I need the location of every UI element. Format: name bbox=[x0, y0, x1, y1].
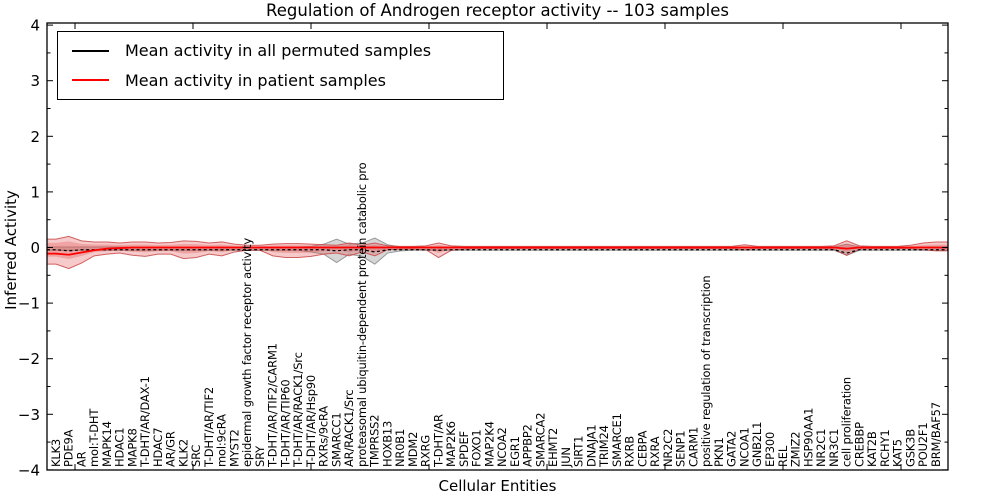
x-category-label: NR3C1 bbox=[827, 429, 841, 467]
x-category-label: PDE9A bbox=[62, 429, 76, 467]
x-category-label: SMARCE1 bbox=[610, 413, 624, 467]
x-category-label: SENP1 bbox=[674, 431, 688, 467]
x-category-label: PKN1 bbox=[712, 437, 726, 467]
y-axis-title-text: Inferred Activity bbox=[1, 190, 20, 310]
permuted-line-swatch-icon bbox=[72, 49, 109, 52]
y-tick-label: −2 bbox=[18, 350, 40, 368]
x-category-label: HSP90AA1 bbox=[801, 408, 815, 467]
x-category-label: proteasomal ubiquitin-dependent protein … bbox=[355, 162, 369, 467]
x-category-label: AR/GR bbox=[164, 431, 178, 467]
legend-label-permuted: Mean activity in all permuted samples bbox=[125, 41, 432, 61]
legend-label-patient: Mean activity in patient samples bbox=[125, 70, 386, 90]
x-category-label: MAPK8 bbox=[125, 428, 139, 467]
x-category-label: NCOA2 bbox=[495, 427, 509, 467]
x-category-label: NR0B1 bbox=[393, 429, 407, 467]
x-category-label: MAP2K4 bbox=[482, 421, 496, 467]
x-category-label: APPBP2 bbox=[521, 424, 535, 467]
x-category-label: AR bbox=[74, 451, 88, 467]
x-category-label: DNAJA1 bbox=[584, 425, 598, 468]
x-category-label: MYST2 bbox=[227, 429, 241, 467]
x-category-label: MAPK14 bbox=[100, 421, 114, 467]
x-category-label: HOXB13 bbox=[380, 421, 394, 467]
x-category-label: RXRs/9cRA bbox=[317, 406, 331, 467]
x-category-label: MDM2 bbox=[406, 432, 420, 467]
x-category-label: EHMT2 bbox=[546, 428, 560, 467]
x-category-label: CARM1 bbox=[686, 427, 700, 467]
x-category-label: RXRB bbox=[623, 436, 637, 467]
x-category-label: AR/RACK1/Src bbox=[342, 390, 356, 467]
x-category-label: EGR1 bbox=[508, 436, 522, 467]
x-category-label: KAT2B bbox=[865, 431, 879, 467]
x-category-label: NR2C1 bbox=[814, 429, 828, 467]
x-category-label: mol:9cRA bbox=[215, 414, 229, 467]
y-tick-label: 3 bbox=[30, 72, 40, 90]
patient-line-swatch-icon bbox=[72, 79, 109, 82]
x-category-label: positive regulation of transcription bbox=[699, 275, 713, 467]
patient-mean-line bbox=[47, 246, 948, 256]
x-category-label: SRC bbox=[189, 445, 203, 467]
x-category-label: RXRG bbox=[419, 435, 433, 467]
x-category-label: mol:T-DHT bbox=[87, 408, 101, 467]
x-category-label: MAP2K6 bbox=[444, 421, 458, 467]
x-category-label: JUN bbox=[559, 447, 573, 468]
x-category-label: GNB2L1 bbox=[750, 422, 764, 467]
chart-title: Regulation of Androgen receptor activity… bbox=[266, 1, 729, 20]
x-category-label: HDAC7 bbox=[151, 428, 165, 467]
x-axis-title: Cellular Entities bbox=[438, 477, 557, 495]
x-category-label: BRM/BAF57 bbox=[929, 402, 943, 467]
x-category-label: EP300 bbox=[763, 432, 777, 467]
legend-item-patient: Mean activity in patient samples bbox=[72, 67, 503, 93]
x-category-label: HDAC1 bbox=[113, 428, 127, 467]
x-category-label: TRIM24 bbox=[597, 425, 611, 468]
x-category-label: FOXO1 bbox=[470, 430, 484, 467]
x-category-label: SRY bbox=[253, 445, 267, 467]
x-category-label: CREBBP bbox=[852, 422, 866, 467]
y-tick-label: −4 bbox=[18, 461, 40, 479]
x-category-label: GSK3B bbox=[903, 429, 917, 467]
y-tick-label: 4 bbox=[30, 17, 40, 35]
x-category-label: SIRT1 bbox=[572, 436, 586, 467]
x-category-label: KAT5 bbox=[891, 439, 905, 467]
x-category-label: SMARCC1 bbox=[329, 413, 343, 467]
y-tick-label: −1 bbox=[18, 295, 40, 313]
x-category-label: POU2F1 bbox=[916, 423, 930, 467]
x-category-label: GATA2 bbox=[725, 431, 739, 467]
x-category-label: T-DHT/AR/RACK1/Src bbox=[291, 352, 305, 468]
x-category-label: KLK2 bbox=[176, 439, 190, 467]
x-category-label: T-DHT/AR/TIF2 bbox=[202, 387, 216, 468]
x-category-label: cell proliferation bbox=[840, 377, 854, 467]
y-tick-label: 0 bbox=[30, 239, 40, 257]
legend: Mean activity in all permuted samples Me… bbox=[57, 31, 504, 100]
x-category-label: CEBPA bbox=[635, 430, 649, 467]
x-category-label: T-DHT/AR/Hsp90 bbox=[304, 375, 318, 468]
x-category-label: RCHY1 bbox=[878, 430, 892, 467]
x-category-label: T-DHT/AR/TIP60 bbox=[278, 380, 292, 468]
x-category-label: T-DHT/AR bbox=[431, 414, 445, 468]
x-category-label: ZMIZ2 bbox=[789, 432, 803, 467]
x-category-label: SMARCA2 bbox=[533, 413, 547, 467]
legend-item-permuted: Mean activity in all permuted samples bbox=[72, 38, 503, 64]
x-category-label: NCOA1 bbox=[737, 427, 751, 467]
x-category-label: RXRA bbox=[648, 436, 662, 467]
permuted-mean-line bbox=[47, 249, 948, 254]
x-category-label: NR2C2 bbox=[661, 429, 675, 467]
x-category-label: T-DHT/AR/DAX-1 bbox=[138, 376, 152, 468]
x-category-label: KLK3 bbox=[49, 439, 63, 467]
y-tick-label: 1 bbox=[30, 183, 40, 201]
y-tick-label: −3 bbox=[18, 406, 40, 424]
x-category-label: T-DHT/AR/TIF2/CARM1 bbox=[266, 343, 280, 468]
plot-frame bbox=[46, 22, 949, 471]
x-category-label: TMPRSS2 bbox=[368, 415, 382, 468]
x-category-label: REL bbox=[776, 445, 790, 467]
y-tick-label: 2 bbox=[30, 128, 40, 146]
x-category-label: epidermal growth factor receptor activit… bbox=[240, 238, 254, 467]
x-category-label: SPDEF bbox=[457, 431, 471, 467]
patient-band-inner bbox=[47, 241, 948, 260]
